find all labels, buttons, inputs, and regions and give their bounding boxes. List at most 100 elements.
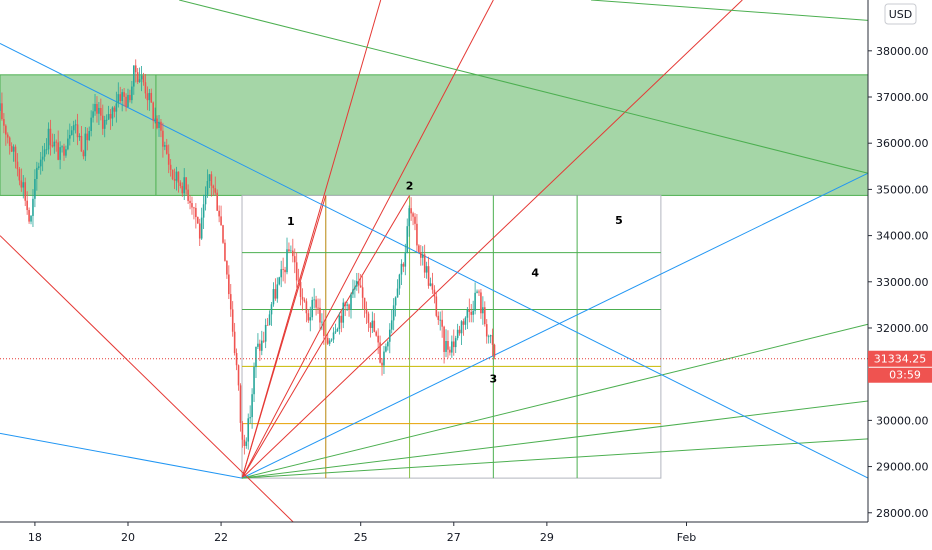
- price-axis[interactable]: 28000.0029000.0030000.0031000.0032000.00…: [868, 45, 929, 520]
- resistance-zone-rect: [0, 74, 869, 196]
- candle-body: [437, 315, 440, 320]
- candle-body: [109, 113, 112, 119]
- candle-body: [482, 307, 484, 314]
- candle-body: [332, 332, 335, 340]
- candle-234: [451, 335, 453, 358]
- candle-body: [167, 153, 170, 165]
- candle-237: [456, 323, 459, 341]
- candle-166: [319, 298, 321, 331]
- candle-62: [117, 82, 120, 108]
- candle-207: [398, 273, 401, 295]
- candle-body: [350, 294, 352, 310]
- candle-body: [63, 146, 65, 156]
- candle-3: [3, 113, 5, 134]
- candle-body: [288, 249, 290, 252]
- candle-body: [32, 198, 34, 216]
- candle-body: [262, 340, 265, 342]
- candle-121: [231, 301, 234, 337]
- candle-body: [239, 385, 242, 423]
- candle-218: [420, 245, 422, 266]
- candle-112: [214, 176, 217, 196]
- candle-body: [115, 103, 118, 112]
- candle-body: [171, 169, 174, 180]
- candle-body: [299, 281, 302, 297]
- candle-203: [390, 309, 393, 334]
- candle-body: [214, 188, 217, 193]
- candle-123: [235, 348, 238, 371]
- candle-22: [39, 151, 42, 175]
- candle-58: [109, 108, 112, 130]
- candle-body: [276, 284, 279, 299]
- candle-body: [266, 324, 269, 326]
- candle-60: [113, 105, 116, 118]
- price-tick-label: 34000.00: [876, 230, 929, 243]
- candle-body: [146, 93, 149, 101]
- candle-body: [367, 313, 370, 323]
- candle-115: [220, 205, 222, 226]
- candle-body: [447, 341, 449, 350]
- wave-label-5: 5: [615, 214, 623, 227]
- candle-147: [282, 257, 284, 282]
- fan-line-2: [241, 0, 494, 479]
- candle-54: [101, 104, 104, 135]
- candle-172: [330, 338, 333, 342]
- candle-body: [202, 204, 205, 218]
- candle-body: [53, 141, 56, 147]
- candle-body: [282, 269, 284, 270]
- time-axis[interactable]: 18 20 22 25 27 29 Feb: [28, 522, 696, 544]
- candle-177: [340, 309, 343, 333]
- trend-line-5: [591, 0, 869, 21]
- candle-24: [43, 143, 46, 162]
- currency-badge-label: USD: [889, 8, 913, 21]
- wave-label-3: 3: [490, 372, 498, 385]
- candle-70: [133, 65, 135, 95]
- candle-144: [276, 277, 279, 303]
- candle-body: [493, 344, 496, 357]
- candle-body: [189, 200, 191, 204]
- candle-2: [1, 92, 3, 121]
- candle-141: [270, 302, 273, 326]
- candle-93: [177, 171, 180, 193]
- price-tick-label: 36000.00: [876, 137, 929, 150]
- candle-100: [191, 196, 193, 215]
- candle-83: [158, 114, 160, 137]
- candle-230: [443, 325, 445, 364]
- candle-13: [22, 175, 25, 199]
- candle-body: [293, 256, 296, 263]
- candle-body: [429, 283, 432, 286]
- candle-46: [86, 127, 89, 151]
- candle-body: [311, 299, 314, 318]
- candle-226: [435, 291, 438, 318]
- candle-110: [210, 171, 213, 197]
- candle-180: [346, 302, 348, 311]
- candle-135: [259, 339, 261, 362]
- candle-176: [338, 312, 341, 335]
- candle-18: [32, 189, 34, 227]
- candle-body: [295, 262, 298, 281]
- candle-72: [136, 68, 139, 85]
- candle-body: [478, 291, 480, 293]
- currency-badge[interactable]: USD: [884, 3, 917, 25]
- candle-body: [328, 340, 331, 344]
- candle-29: [53, 133, 56, 154]
- candle-body: [107, 113, 110, 120]
- candle-body: [158, 121, 160, 128]
- candle-body: [433, 289, 436, 297]
- candle-body: [88, 131, 91, 141]
- candle-body: [348, 304, 350, 310]
- candle-129: [247, 413, 250, 450]
- wave-label-4: 4: [531, 267, 539, 280]
- candle-76: [144, 74, 147, 99]
- candle-body: [472, 310, 474, 315]
- candle-body: [385, 346, 387, 352]
- candle-106: [202, 194, 205, 229]
- candle-25: [45, 138, 48, 155]
- price-tick-label: 33000.00: [876, 276, 929, 289]
- candle-body: [297, 280, 300, 282]
- candle-body: [307, 313, 310, 321]
- candle-body: [51, 145, 54, 147]
- candle-231: [445, 329, 447, 357]
- candle-body: [20, 180, 23, 188]
- candle-body: [94, 104, 96, 112]
